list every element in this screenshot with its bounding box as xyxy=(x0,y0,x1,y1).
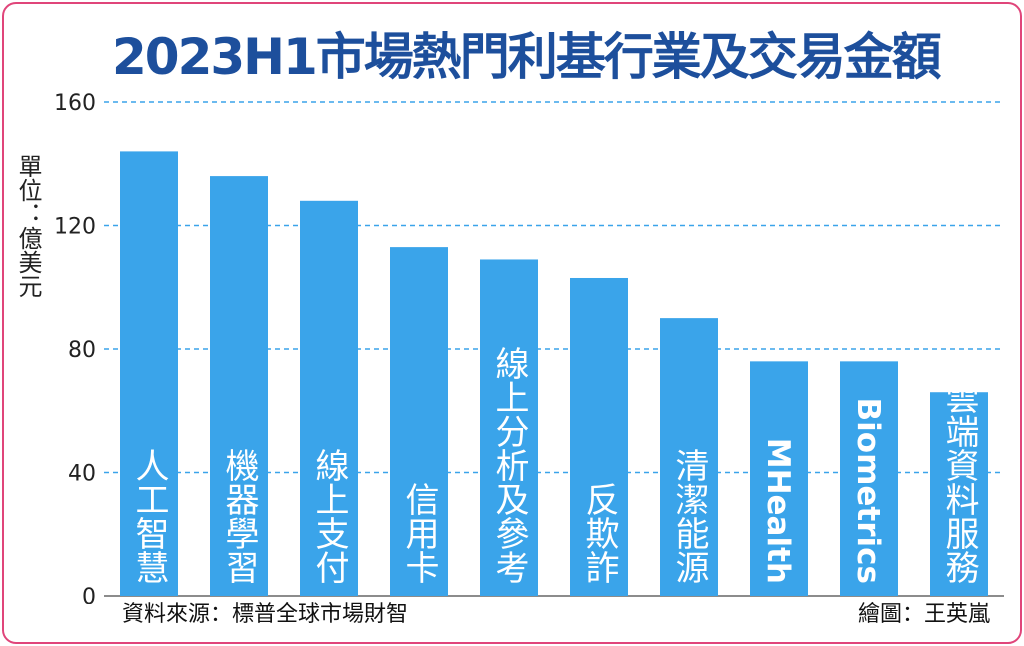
bar xyxy=(750,361,808,596)
y-axis-label: 單位：億美元 xyxy=(14,154,42,298)
source-note: 資料來源：標普全球市場財智 xyxy=(122,602,409,627)
bar-category-label: 雲端資料服務 xyxy=(939,380,979,584)
y-tick-label: 160 xyxy=(54,91,96,116)
bar xyxy=(570,277,628,596)
bar-category-label: 線上分析及參考 xyxy=(489,346,529,584)
bar xyxy=(660,318,718,596)
bar xyxy=(120,151,178,596)
bar-category-label: 反欺詐 xyxy=(579,482,619,584)
bar-category-label: Biometrics xyxy=(850,398,886,584)
bar xyxy=(390,247,448,597)
bar-category-label: 線上支付 xyxy=(309,448,349,584)
bar-category-label: MHealth xyxy=(760,438,796,584)
chart-title: 2023H1市場熱門利基行業及交易金額 xyxy=(112,28,942,86)
bar-category-label: 機器學習 xyxy=(219,448,259,584)
y-tick-label: 40 xyxy=(68,462,96,487)
y-tick-label: 80 xyxy=(68,338,96,363)
bar-category-label: 人工智慧 xyxy=(129,448,169,584)
credit-note: 繪圖：王英嵐 xyxy=(857,602,990,627)
bar xyxy=(300,200,358,597)
bar xyxy=(840,361,898,596)
bar xyxy=(210,176,268,596)
bar xyxy=(480,259,538,596)
bar-category-label: 信用卡 xyxy=(399,482,439,584)
bar-chart: 0 40 80 120 160 人工智慧 機器學習 線上支付 信用卡 線上分析及參考反欺詐 清潔能源… xyxy=(54,91,1004,604)
bar-category-label: 清潔能源 xyxy=(669,448,709,584)
bar xyxy=(930,392,988,596)
y-tick-label: 0 xyxy=(82,585,96,604)
y-tick-label: 120 xyxy=(54,215,96,240)
